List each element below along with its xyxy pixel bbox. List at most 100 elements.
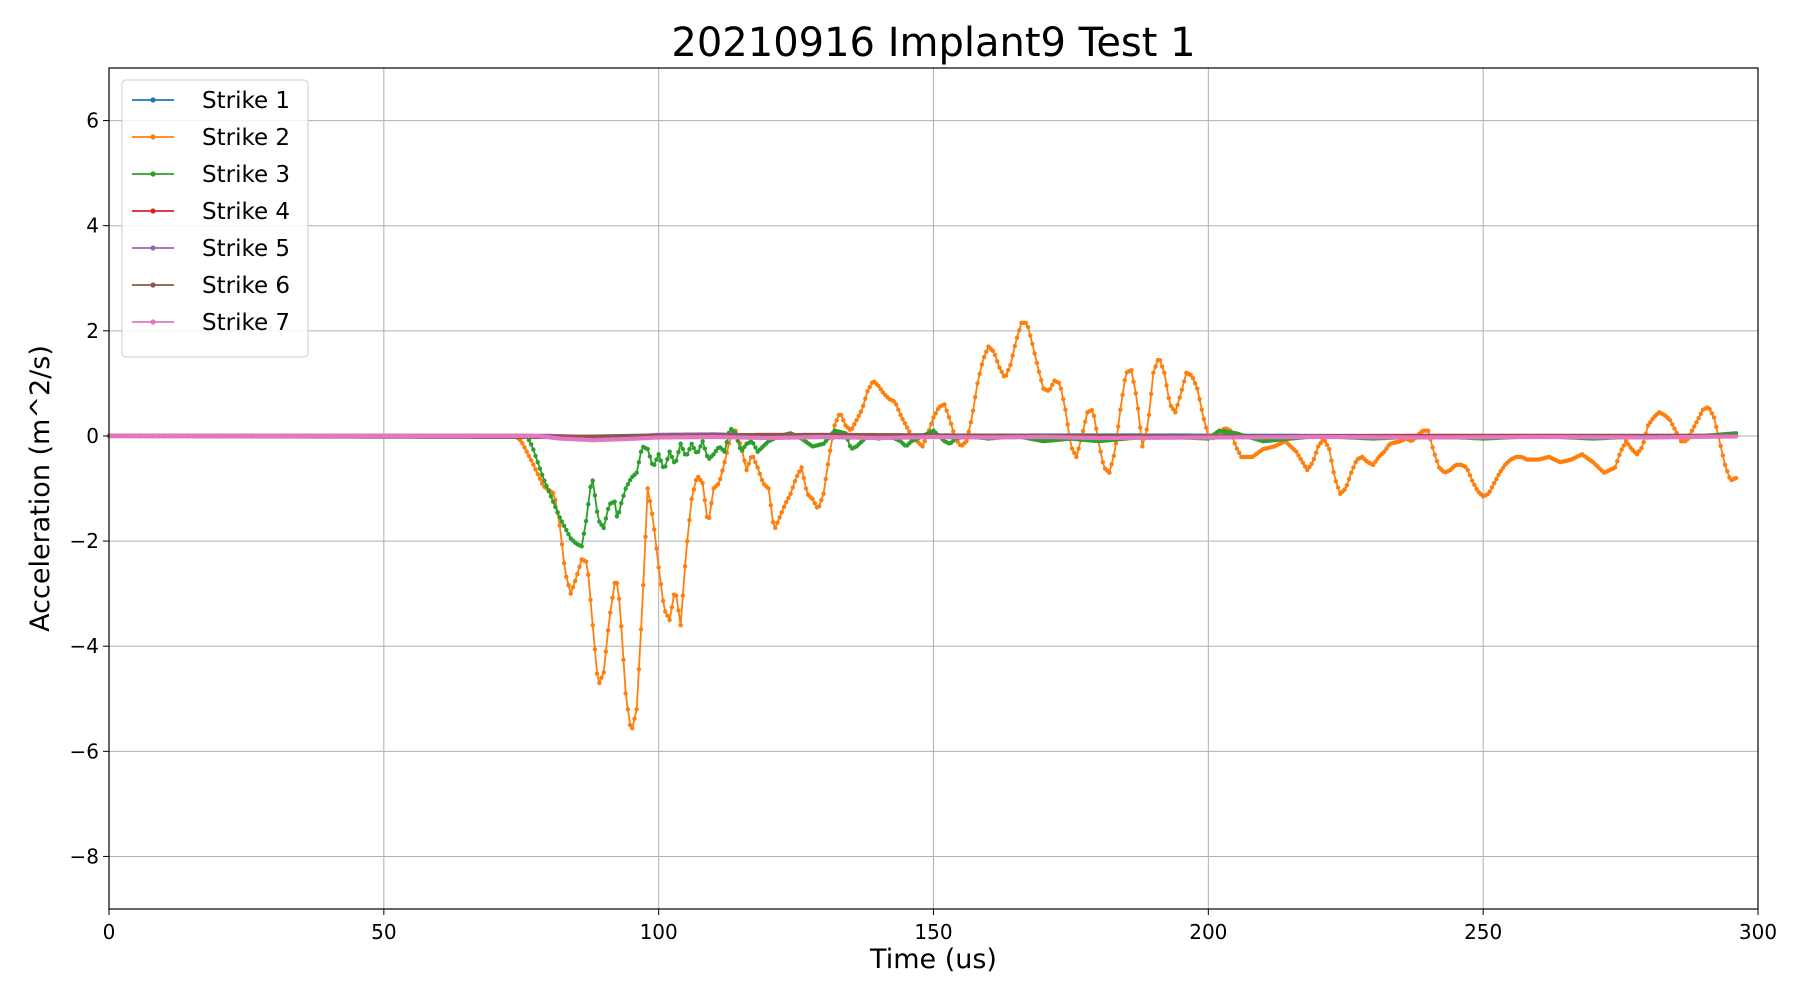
data-point [656,452,661,457]
data-point [592,493,598,498]
series-strike-7 [106,433,1739,443]
data-point [630,725,635,731]
data-point [1170,406,1176,412]
data-point [981,354,987,360]
data-point [1036,369,1042,375]
data-point [638,627,644,632]
data-point [933,411,938,416]
data-point [1195,386,1200,391]
data-point [1329,458,1334,463]
data-point [709,501,714,506]
data-point [1711,415,1717,420]
data-point [1714,424,1719,430]
data-point [696,474,701,480]
data-point [788,491,793,496]
data-point [1645,423,1651,428]
data-point [667,449,672,454]
data-point [783,499,789,505]
data-point [777,515,782,520]
data-point [638,449,644,454]
data-point [539,472,545,478]
data-point [663,464,668,469]
data-point [1353,460,1358,465]
data-point [1232,441,1237,446]
data-point [537,476,543,481]
data-point [1173,410,1178,415]
data-point [1619,447,1624,452]
data-point [564,574,569,580]
data-point [531,447,536,452]
data-point [676,450,681,455]
data-point [581,531,587,536]
data-point [632,716,637,721]
data-point [520,441,525,446]
data-point [1107,470,1112,475]
data-point [544,483,549,489]
data-point [1058,386,1064,391]
data-point [616,596,622,602]
data-point [700,438,705,444]
data-point [575,571,580,577]
data-point [715,482,721,487]
data-point [698,477,703,483]
data-point [942,402,947,407]
data-point [946,414,952,420]
data-point [1032,351,1037,356]
data-point [786,495,791,501]
data-point [757,471,763,476]
data-point [1626,442,1631,447]
data-point [1309,461,1314,466]
data-point [1008,362,1013,368]
data-point [984,349,989,355]
data-point [654,546,659,551]
data-point [893,402,899,407]
data-point [1151,370,1156,376]
data-point [1725,468,1730,474]
data-point [559,519,565,524]
data-point [1718,443,1723,449]
data-point [1017,328,1022,333]
data-point [779,509,784,515]
data-point [1344,483,1350,488]
data-point [614,580,620,586]
data-point [660,598,666,604]
data-point [1733,475,1739,481]
data-point [676,608,681,613]
data-point [586,502,591,507]
data-point [533,467,538,472]
data-point [876,383,881,389]
data-point [702,446,708,451]
data-point [619,624,624,629]
data-point [605,628,611,633]
data-point [781,504,787,510]
data-point [810,496,815,502]
data-point [645,446,650,452]
data-point [634,707,639,712]
data-point [722,460,727,465]
data-point [588,597,593,603]
data-point [550,499,556,504]
data-point [1373,459,1378,464]
data-point [674,458,679,463]
data-point [546,488,551,494]
data-point [619,501,624,506]
data-point [1179,387,1185,392]
data-point [634,470,639,475]
data-point [713,448,719,454]
data-point [586,572,591,577]
data-point [1083,419,1088,424]
data-point [1313,450,1319,455]
data-point [751,441,756,446]
data-point [528,457,534,463]
data-point [687,446,692,452]
data-point [1615,458,1620,464]
data-point [849,426,855,431]
data-point [583,518,589,524]
data-point [1188,372,1193,378]
data-point [1474,486,1479,492]
data-point [1072,450,1077,455]
data-point [656,565,661,570]
data-point [1672,426,1677,431]
data-point [1025,324,1031,330]
data-point [678,622,683,628]
